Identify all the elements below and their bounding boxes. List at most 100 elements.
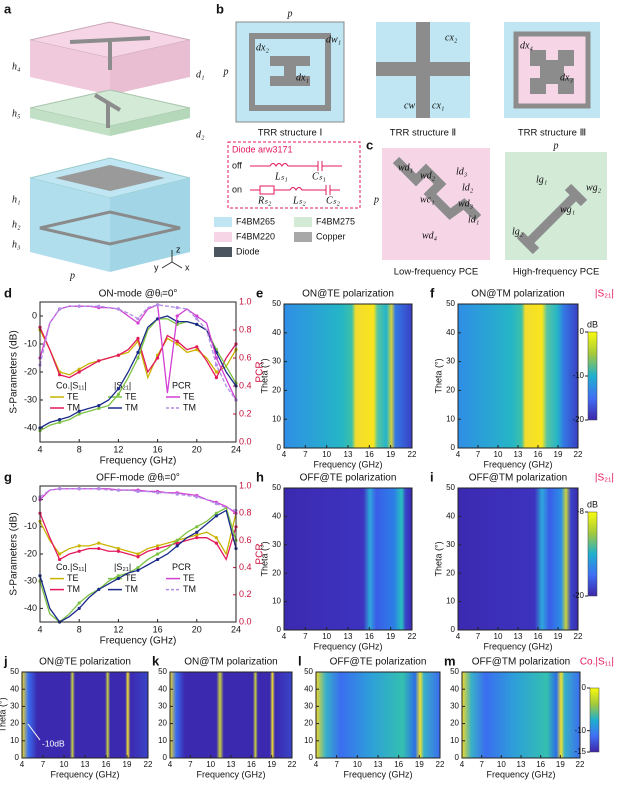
annotation: -10dB <box>42 738 65 748</box>
circuit-part: Lₛ₂ <box>292 195 306 206</box>
x-tick-label: 13 <box>514 450 523 459</box>
x-tick-label: 10 <box>494 450 503 459</box>
copper-ring <box>249 33 331 111</box>
panel-label: j <box>3 653 8 668</box>
x-tick-label: 22 <box>288 760 297 769</box>
series-marker <box>116 488 120 492</box>
x-tick-label: 19 <box>386 632 395 641</box>
series-marker <box>136 566 140 570</box>
x-tick-label: 10 <box>322 632 331 641</box>
copper-pattern <box>93 93 122 128</box>
series-marker <box>214 536 218 540</box>
x-tick-label: 22 <box>574 450 583 459</box>
y2-tick-label: 0.4 <box>239 380 252 390</box>
circuit <box>250 161 342 171</box>
heatmap-image <box>22 672 148 758</box>
heatmap-image <box>462 672 580 758</box>
series-marker <box>97 304 101 308</box>
series-marker <box>77 370 81 374</box>
panel-label: k <box>152 653 160 668</box>
y-axis-label: Theta (°) <box>433 541 443 576</box>
dim-label: wc₁ <box>420 194 435 205</box>
legend-label: TM <box>183 584 196 594</box>
caption: TRR structure Ⅰ <box>258 128 323 139</box>
series-marker <box>156 317 160 321</box>
x-tick-label: 16 <box>536 760 545 769</box>
x-axis-label: Frequency (GHz) <box>343 769 412 779</box>
x-tick-label: 7 <box>41 760 46 769</box>
series-marker <box>156 544 160 548</box>
copper-layer <box>55 165 165 191</box>
x-tick-label: 16 <box>534 632 543 641</box>
chart-title: ON@TE polarization <box>39 657 131 668</box>
x-tick-label: 7 <box>303 632 308 641</box>
x-tick-label: 19 <box>386 450 395 459</box>
slab-side <box>110 40 190 95</box>
x-tick-label: 4 <box>456 632 461 641</box>
material-legend: F4BM265 F4BM275 F4BM220 Copper Diode <box>214 216 355 257</box>
series-marker <box>195 314 199 318</box>
y-tick-label: 30 <box>446 540 455 549</box>
series-marker <box>175 538 179 543</box>
slab-side <box>30 108 110 136</box>
dim-label: p <box>553 140 559 151</box>
caption: Low-frequency PCE <box>394 267 478 278</box>
y-tick-label: 0 <box>15 753 20 762</box>
y-tick-label: 50 <box>446 483 455 492</box>
series-marker <box>58 487 62 491</box>
x-axis-label: Frequency (GHz) <box>313 641 382 651</box>
panel-label: m <box>444 653 456 668</box>
series-marker <box>116 353 120 357</box>
series-marker <box>156 356 160 360</box>
heatmap-image <box>170 672 292 758</box>
dim-label: dx₄ <box>520 40 533 51</box>
legend-label: TM <box>183 402 196 412</box>
y-tick-label: 30 <box>272 540 281 549</box>
series-marker <box>195 322 199 326</box>
series-marker <box>116 387 120 391</box>
x-tick-label: 4 <box>282 632 287 641</box>
y-tick-label: 30 <box>272 357 281 366</box>
colorbar-tick-label: 0 <box>582 683 587 692</box>
y-tick-label: 30 <box>450 702 459 711</box>
x-tick-label: 20 <box>192 624 202 634</box>
series-marker <box>136 555 140 559</box>
copper-pattern <box>516 183 588 255</box>
y-tick-label: 0 <box>277 625 282 634</box>
x-tick-label: 16 <box>365 632 374 641</box>
x-tick-label: 7 <box>188 760 193 769</box>
copper-layer <box>39 210 181 246</box>
x-tick-label: 4 <box>37 444 42 454</box>
y2-axis-label: PCR <box>255 361 266 382</box>
y2-tick-label: 0.2 <box>239 408 252 418</box>
caption: TRR structure Ⅱ <box>390 128 456 139</box>
series-marker <box>195 317 199 321</box>
y-tick-label: 50 <box>272 299 281 308</box>
x-tick-label: 4 <box>282 450 287 459</box>
x-tick-label: 19 <box>415 760 424 769</box>
y-tick-label: 40 <box>10 684 19 693</box>
colorbar-title: |S₂₁| <box>595 473 614 484</box>
series-marker <box>214 376 218 380</box>
series-marker <box>116 549 120 553</box>
y-tick-label: 40 <box>450 684 459 693</box>
pce-cell <box>505 152 607 260</box>
dim-label: d₂ <box>196 129 205 140</box>
y-tick-label: 30 <box>304 702 313 711</box>
y-tick-label: 30 <box>158 702 167 711</box>
y2-tick-label: 0.6 <box>239 352 252 362</box>
x-tick-label: 10 <box>494 632 503 641</box>
y-tick-label: 40 <box>272 328 281 337</box>
legend-label: Diode <box>236 246 260 256</box>
x-tick-label: 16 <box>365 450 374 459</box>
x-tick-label: 7 <box>334 760 339 769</box>
legend-label: F4BM220 <box>236 231 275 241</box>
colorbar-title: |S₂₁| <box>595 289 614 300</box>
series-marker <box>136 317 140 321</box>
series-marker <box>136 568 140 572</box>
dim-label: lg₂ <box>512 226 524 237</box>
y-tick-label: 50 <box>272 483 281 492</box>
y-tick-label: 0 <box>32 310 37 320</box>
y2-tick-label: 0.8 <box>239 508 252 518</box>
x-tick-label: 7 <box>303 450 308 459</box>
